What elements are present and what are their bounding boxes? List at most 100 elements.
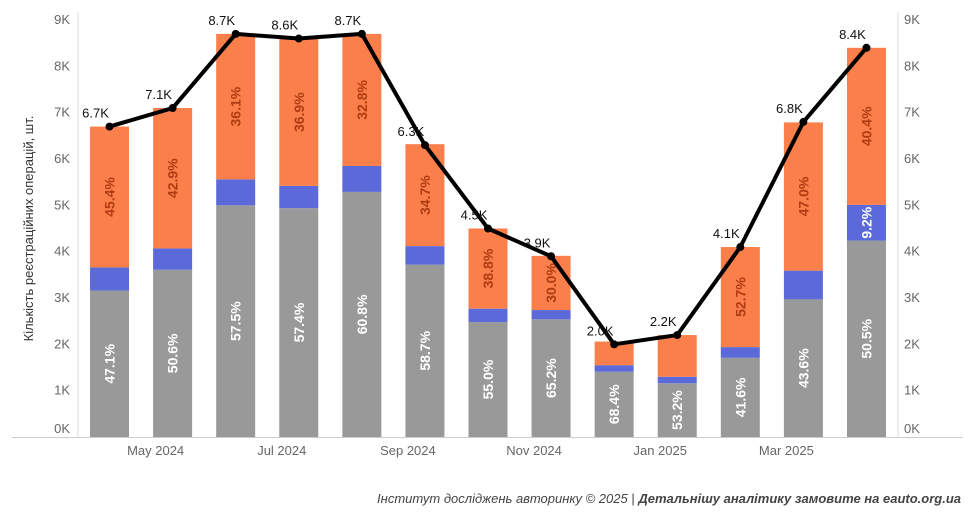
y-tick-label-right: 7K xyxy=(904,105,920,120)
bar-value-label: 45.4% xyxy=(102,177,118,217)
y-tick-label-left: 1K xyxy=(54,383,70,398)
bar-segment xyxy=(216,33,256,180)
bars xyxy=(90,33,886,437)
total-value-label: 8.7K xyxy=(334,13,361,28)
total-line-point xyxy=(231,29,240,38)
bar-segment xyxy=(657,383,697,437)
total-line-point xyxy=(420,141,429,150)
y-tick-label-right: 1K xyxy=(904,383,920,398)
total-value-label: 8.4K xyxy=(839,27,866,42)
total-value-label: 4.1K xyxy=(713,226,740,241)
x-tick-label: Jul 2024 xyxy=(257,443,306,458)
bar-segment xyxy=(342,191,382,437)
total-value-label: 4.5K xyxy=(461,208,488,223)
bar-value-label: 41.6% xyxy=(732,377,748,417)
bar-value-label: 53.2% xyxy=(669,390,685,430)
footer-link-text: Детальнішу аналітику замовите на eauto.o… xyxy=(638,491,961,506)
bar-segment xyxy=(720,347,760,358)
x-tick-label: Jan 2025 xyxy=(633,443,687,458)
stacked-bar-line-chart: 0K 0K 1K 1K 2K 2K 3K 3K 4K 4K 5K 5K 6K 6K 7K 7K 8K 8K 9K 9K… xyxy=(12,12,963,458)
bar-value-label: 38.8% xyxy=(480,248,496,288)
total-line-point xyxy=(673,331,682,340)
y-tick-label-left: 6K xyxy=(54,151,70,166)
footer-institute: Інститут досліджень авторинку © 2025 xyxy=(377,491,628,506)
bar-segment xyxy=(594,365,634,372)
footer-separator: | xyxy=(631,491,635,506)
bar-value-label: 34.7% xyxy=(417,175,433,215)
bar-segment xyxy=(783,299,823,437)
bar-labels: 47.1% 45.4% 50.6% 42.9% 57.5% 36.1% 57.4% 36.9%… xyxy=(102,80,875,430)
bar-segment xyxy=(153,248,193,270)
y-axis-label: Кількість реєстраційних операцій, шт. xyxy=(21,116,36,342)
y-tick-label-right: 6K xyxy=(904,151,920,166)
y-tick-label-left: 2K xyxy=(54,336,70,351)
bar-value-label: 30.0% xyxy=(543,263,559,303)
total-value-label: 8.7K xyxy=(208,13,235,28)
total-value-label: 2.2K xyxy=(650,314,677,329)
x-tick-label: Nov 2024 xyxy=(506,443,562,458)
y-tick-label-left: 0K xyxy=(54,421,70,436)
total-line-point xyxy=(357,29,366,38)
bar-value-label: 32.8% xyxy=(354,80,370,120)
bar-value-label: 60.8% xyxy=(354,294,370,334)
bar-segment xyxy=(90,267,130,291)
bar-value-label: 57.4% xyxy=(291,302,307,342)
bar-segment xyxy=(720,357,760,437)
bar-segment xyxy=(468,228,508,309)
bar-value-label: 9.2% xyxy=(858,206,874,238)
y-tick-label-left: 9K xyxy=(54,12,70,27)
x-tick-label: Sep 2024 xyxy=(380,443,436,458)
y-tick-label-right: 0K xyxy=(904,421,920,436)
bar-value-label: 50.5% xyxy=(858,318,874,358)
bar-segment xyxy=(216,179,256,206)
y-tick-label-right: 2K xyxy=(904,336,920,351)
bar-value-label: 57.5% xyxy=(228,301,244,341)
bar-value-label: 50.6% xyxy=(165,333,181,373)
bar-value-label: 47.1% xyxy=(102,343,118,383)
bar-segment xyxy=(279,185,319,209)
bar-segment xyxy=(216,205,256,437)
bar-segment xyxy=(594,371,634,437)
total-value-label: 3.9K xyxy=(524,235,551,250)
bar-segment xyxy=(153,108,193,249)
bar-segment xyxy=(405,264,445,437)
bar-segment xyxy=(531,319,571,437)
bar-segment xyxy=(657,335,697,377)
total-value-label: 2.0K xyxy=(587,323,614,338)
bar-segment xyxy=(90,126,130,268)
bar-segment xyxy=(279,38,319,186)
total-line-point xyxy=(862,43,871,52)
bar-value-label: 40.4% xyxy=(858,106,874,146)
bar-segment xyxy=(846,47,886,205)
y-tick-label-left: 5K xyxy=(54,197,70,212)
bar-segment xyxy=(279,208,319,437)
total-line-point xyxy=(799,117,808,126)
bar-segment xyxy=(846,204,886,241)
y-tick-label-right: 5K xyxy=(904,197,920,212)
y-tick-label-left: 3K xyxy=(54,290,70,305)
bar-segment xyxy=(846,240,886,437)
bar-segment xyxy=(153,269,193,437)
bar-segment xyxy=(531,310,571,320)
total-value-label: 7.1K xyxy=(145,87,172,102)
total-line-point xyxy=(547,252,556,261)
total-line-point xyxy=(105,122,114,131)
total-value-label: 6.8K xyxy=(776,101,803,116)
total-value-label: 8.6K xyxy=(271,18,298,33)
total-labels: 6.7K 7.1K 8.7K 8.6K 8.7K 6.3K 4.5K 3.9K 2.0K 2.2K… xyxy=(82,13,866,338)
bar-segment xyxy=(531,255,571,311)
x-tick-label: May 2024 xyxy=(127,443,184,458)
total-line-point xyxy=(484,224,492,233)
bar-segment xyxy=(468,308,508,323)
bar-segment xyxy=(90,290,130,437)
bar-segment xyxy=(657,376,697,384)
total-line xyxy=(105,29,871,349)
bar-segment xyxy=(783,270,823,300)
axes: 0K 0K 1K 1K 2K 2K 3K 3K 4K 4K 5K 5K 6K 6K 7K 7K 8K 8K 9K 9K… xyxy=(12,12,963,458)
x-tick-label: Mar 2025 xyxy=(759,443,814,458)
bar-value-label: 36.1% xyxy=(228,86,244,126)
bar-value-label: 55.0% xyxy=(480,359,496,399)
bar-value-label: 58.7% xyxy=(417,330,433,370)
total-line-point xyxy=(736,243,745,252)
y-tick-label-left: 8K xyxy=(54,58,70,73)
